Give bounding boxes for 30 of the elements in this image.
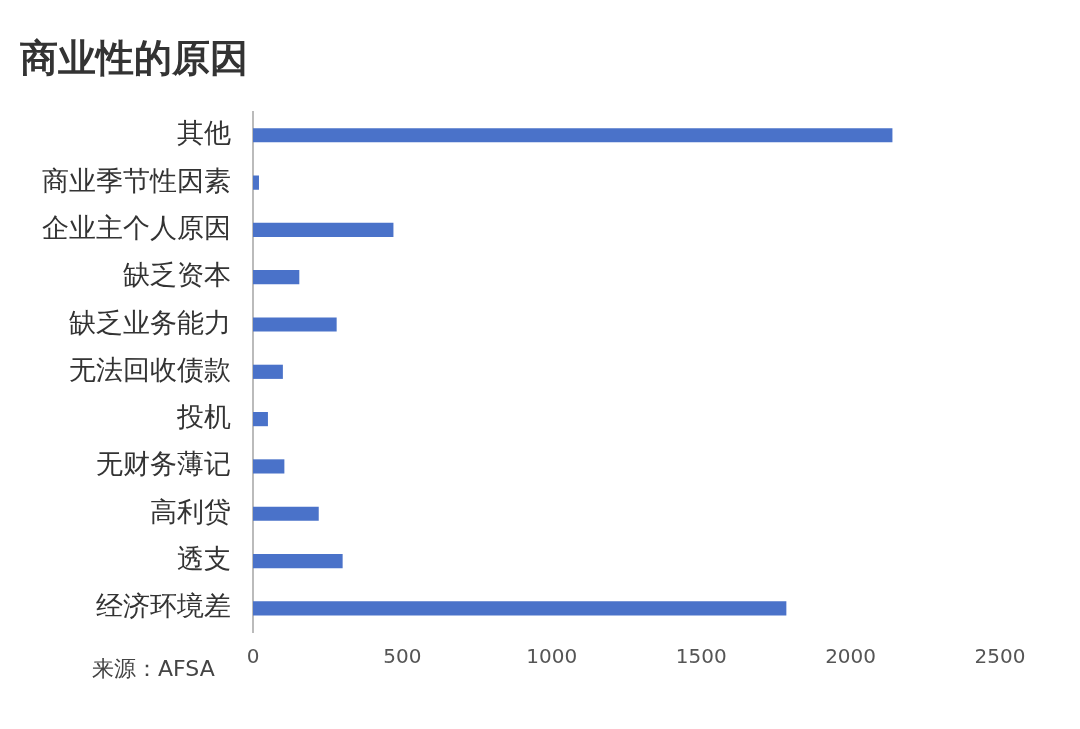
y-tick-label: 高利贷 xyxy=(150,495,231,527)
y-tick-label: 无法回收债款 xyxy=(69,353,231,385)
bar xyxy=(253,364,283,379)
x-tick-label: 1000 xyxy=(526,644,578,669)
x-tick-label: 500 xyxy=(383,644,422,669)
source-note: 来源：AFSA xyxy=(92,655,215,681)
x-tick-label: 0 xyxy=(246,644,260,669)
y-tick-label: 企业主个人原因 xyxy=(42,211,231,243)
bar xyxy=(253,270,300,285)
bar xyxy=(253,459,285,474)
bar xyxy=(253,506,319,521)
bar xyxy=(253,412,268,427)
y-tick-label: 商业季节性因素 xyxy=(42,164,231,196)
y-tick-label: 无财务薄记 xyxy=(96,448,231,480)
x-tick-label: 2500 xyxy=(974,644,1026,669)
y-tick-label: 缺乏业务能力 xyxy=(69,306,231,338)
bar xyxy=(253,601,787,616)
bar xyxy=(253,222,394,237)
bar xyxy=(253,128,893,143)
y-tick-label: 经济环境差 xyxy=(96,590,231,622)
bar xyxy=(253,175,259,190)
x-tick-label: 2000 xyxy=(825,644,877,669)
y-tick-label: 透支 xyxy=(177,543,231,575)
y-tick-label: 缺乏资本 xyxy=(123,259,231,291)
y-tick-label: 其他 xyxy=(177,117,231,149)
y-tick-label: 投机 xyxy=(176,401,231,433)
x-tick-label: 1500 xyxy=(675,644,727,669)
bar xyxy=(253,553,343,569)
bar xyxy=(253,317,337,332)
chart-title: 商业性的原因 xyxy=(20,35,248,80)
